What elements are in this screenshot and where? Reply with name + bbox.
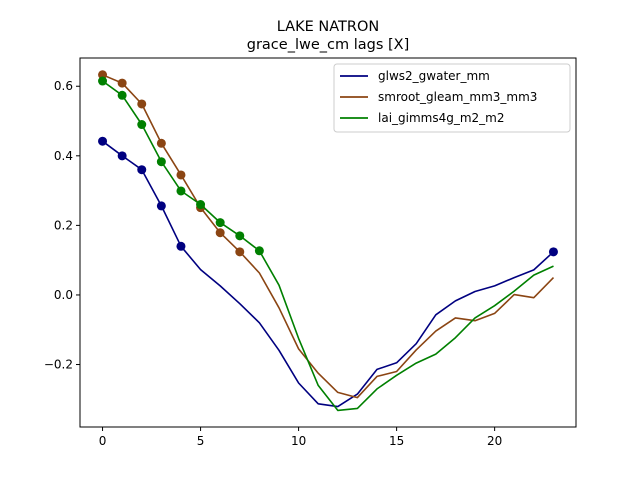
y-tick-label: 0.0	[54, 288, 73, 302]
x-tick-label: 5	[197, 434, 205, 448]
data-point-2	[98, 76, 108, 86]
data-point-0	[156, 201, 166, 211]
data-point-2	[254, 246, 264, 256]
plot-area-frame	[79, 57, 577, 428]
data-point-2	[176, 186, 186, 196]
x-axis: 0 5 10 15 20	[99, 427, 502, 448]
legend: glws2_gwater_mm smroot_gleam_mm3_mm3 lai_g…	[333, 63, 571, 133]
series-line-1	[102, 74, 555, 399]
legend-label: smroot_gleam_mm3_mm3	[378, 90, 537, 104]
data-point-2	[117, 90, 127, 100]
data-point-0	[548, 247, 558, 257]
data-point-2	[215, 218, 225, 228]
data-point-2	[235, 231, 245, 241]
y-tick-label: −0.2	[44, 358, 73, 372]
chart-title: LAKE NATRON	[277, 19, 379, 35]
data-point-0	[137, 165, 147, 175]
x-tick-label: 10	[291, 434, 306, 448]
series-line-2	[102, 80, 554, 412]
legend-label: lai_gimms4g_m2_m2	[378, 111, 505, 125]
x-tick-label: 20	[487, 434, 502, 448]
data-point-1	[98, 70, 108, 80]
series-line-0	[102, 140, 555, 408]
y-tick-label: 0.6	[54, 79, 73, 93]
y-tick-label: 0.2	[54, 218, 73, 232]
chart-subtitle: grace_lwe_cm lags [X]	[247, 37, 410, 53]
data-point-2	[156, 157, 166, 167]
x-tick-label: 15	[389, 434, 404, 448]
data-point-1	[117, 78, 127, 88]
data-point-1	[137, 99, 147, 109]
series-layer	[98, 70, 558, 412]
legend-label: glws2_gwater_mm	[378, 69, 490, 83]
data-point-1	[156, 138, 166, 148]
data-point-1	[215, 228, 225, 238]
data-point-0	[117, 151, 127, 161]
y-tick-label: 0.4	[54, 149, 73, 163]
data-point-2	[196, 200, 206, 210]
x-tick-label: 0	[99, 434, 107, 448]
data-point-1	[176, 170, 186, 180]
data-point-0	[98, 136, 108, 146]
data-point-2	[137, 120, 147, 130]
data-point-0	[176, 241, 186, 251]
legend-frame	[333, 63, 571, 133]
y-axis: −0.2 0.0 0.2 0.4 0.6	[44, 79, 80, 372]
data-point-1	[235, 247, 245, 257]
